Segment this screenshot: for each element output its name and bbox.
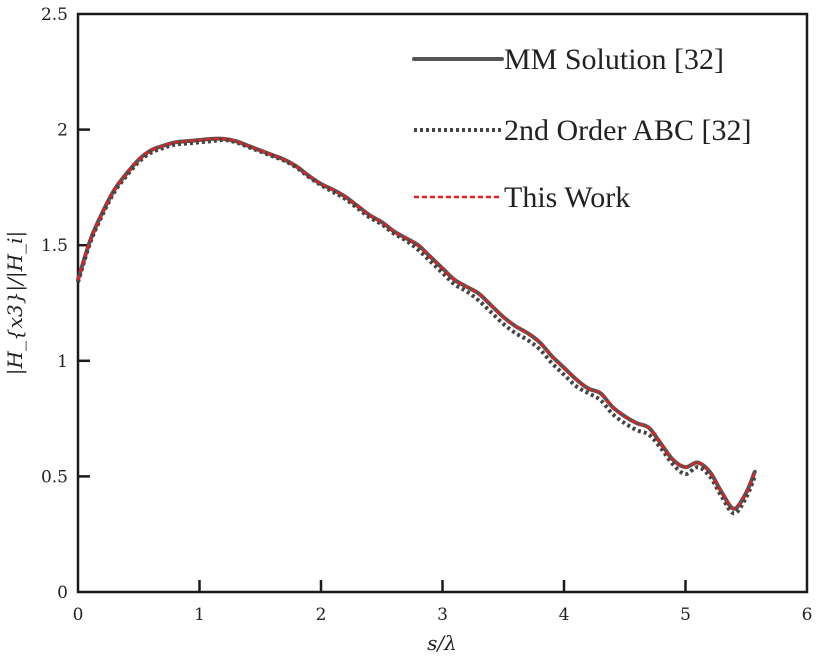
x-tick-label: 4 xyxy=(559,605,570,625)
y-tick-label: 1.5 xyxy=(41,236,68,256)
y-tick-label: 1 xyxy=(57,352,68,372)
legend: MM Solution [32] 2nd Order ABC [32] This W… xyxy=(412,43,751,214)
x-tick-label: 3 xyxy=(437,605,448,625)
y-axis-label: |H_{x3}|/|H_i| xyxy=(3,231,28,375)
x-tick-label: 5 xyxy=(680,605,691,625)
legend-label-mm-solution: MM Solution [32] xyxy=(504,43,724,76)
y-tick-label: 2 xyxy=(57,121,68,141)
axes: 0 1 2 3 4 5 6 0 0.5 1 1.5 2 2.5 xyxy=(41,5,812,625)
y-tick-label: 0.5 xyxy=(41,467,68,487)
legend-label-second-order-abc: 2nd Order ABC [32] xyxy=(504,114,751,147)
x-tick-label: 1 xyxy=(194,605,205,625)
series-layer xyxy=(76,136,757,516)
x-tick-label: 2 xyxy=(316,605,327,625)
plot-frame xyxy=(76,12,809,594)
x-tick-label: 6 xyxy=(802,605,813,625)
series-line-second-order-abc xyxy=(76,137,757,516)
y-tick-label: 0 xyxy=(57,583,68,603)
series-line-mm-solution xyxy=(76,136,757,511)
x-axis-label: s/λ xyxy=(427,631,457,655)
legend-label-this-work: This Work xyxy=(504,181,630,214)
series-line-this-work xyxy=(76,137,756,511)
y-tick-label: 2.5 xyxy=(41,5,68,25)
x-tick-label: 0 xyxy=(73,605,84,625)
